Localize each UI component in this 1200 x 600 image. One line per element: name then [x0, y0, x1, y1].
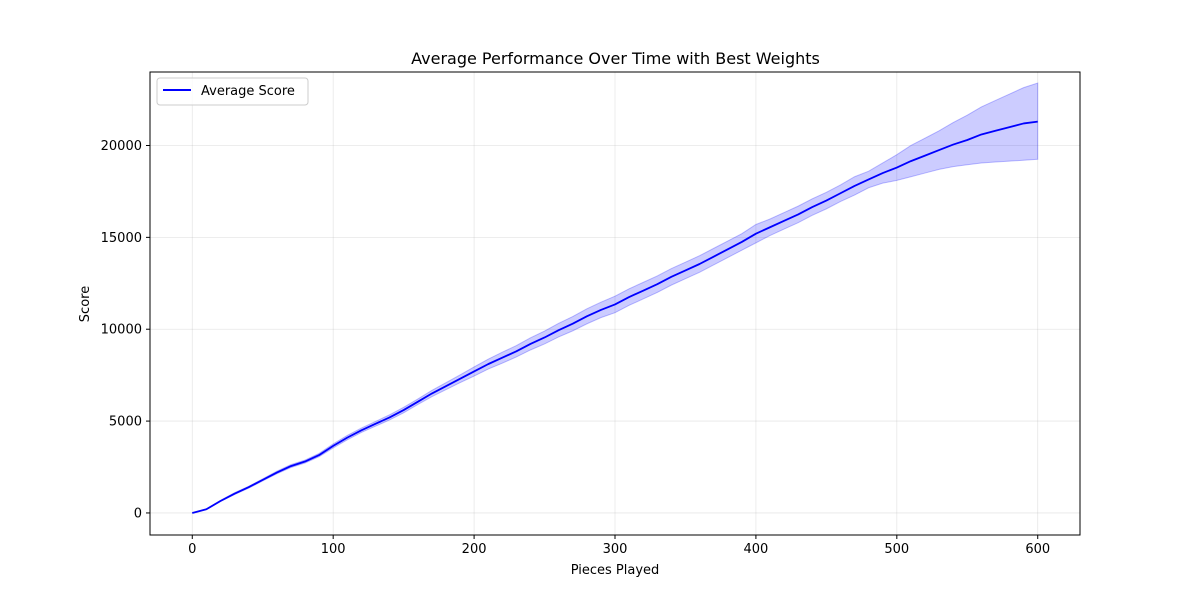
- x-tick-label: 0: [188, 542, 196, 557]
- x-tick-label: 100: [321, 542, 346, 557]
- x-tick-label: 200: [462, 542, 487, 557]
- x-tick-label: 300: [603, 542, 628, 557]
- y-axis-ticks: 0 5000 10000 15000 20000: [101, 139, 150, 521]
- y-tick-label: 20000: [101, 139, 142, 154]
- confidence-band-group: [192, 82, 1039, 514]
- x-tick-label: 400: [743, 542, 768, 557]
- y-axis-label: Score: [78, 286, 93, 322]
- confidence-band: [192, 82, 1039, 514]
- grid: [150, 72, 1080, 535]
- series-lines-group: [192, 120, 1038, 514]
- y-tick-label: 0: [134, 506, 142, 521]
- x-axis-label: Pieces Played: [571, 563, 660, 578]
- y-tick-label: 10000: [101, 323, 142, 338]
- series-line-average-score: [192, 120, 1038, 514]
- legend-box: [156, 77, 309, 106]
- legend: Average Score: [156, 77, 309, 106]
- x-tick-label: 600: [1025, 542, 1050, 557]
- x-axis-ticks: 0 100 200 300 400 500 600: [188, 535, 1050, 557]
- y-tick-label: 5000: [109, 415, 142, 430]
- x-tick-label: 500: [884, 542, 909, 557]
- y-tick-label: 15000: [101, 231, 142, 246]
- chart-title: Average Performance Over Time with Best …: [411, 49, 820, 68]
- legend-label-average-score: Average Score: [201, 84, 295, 99]
